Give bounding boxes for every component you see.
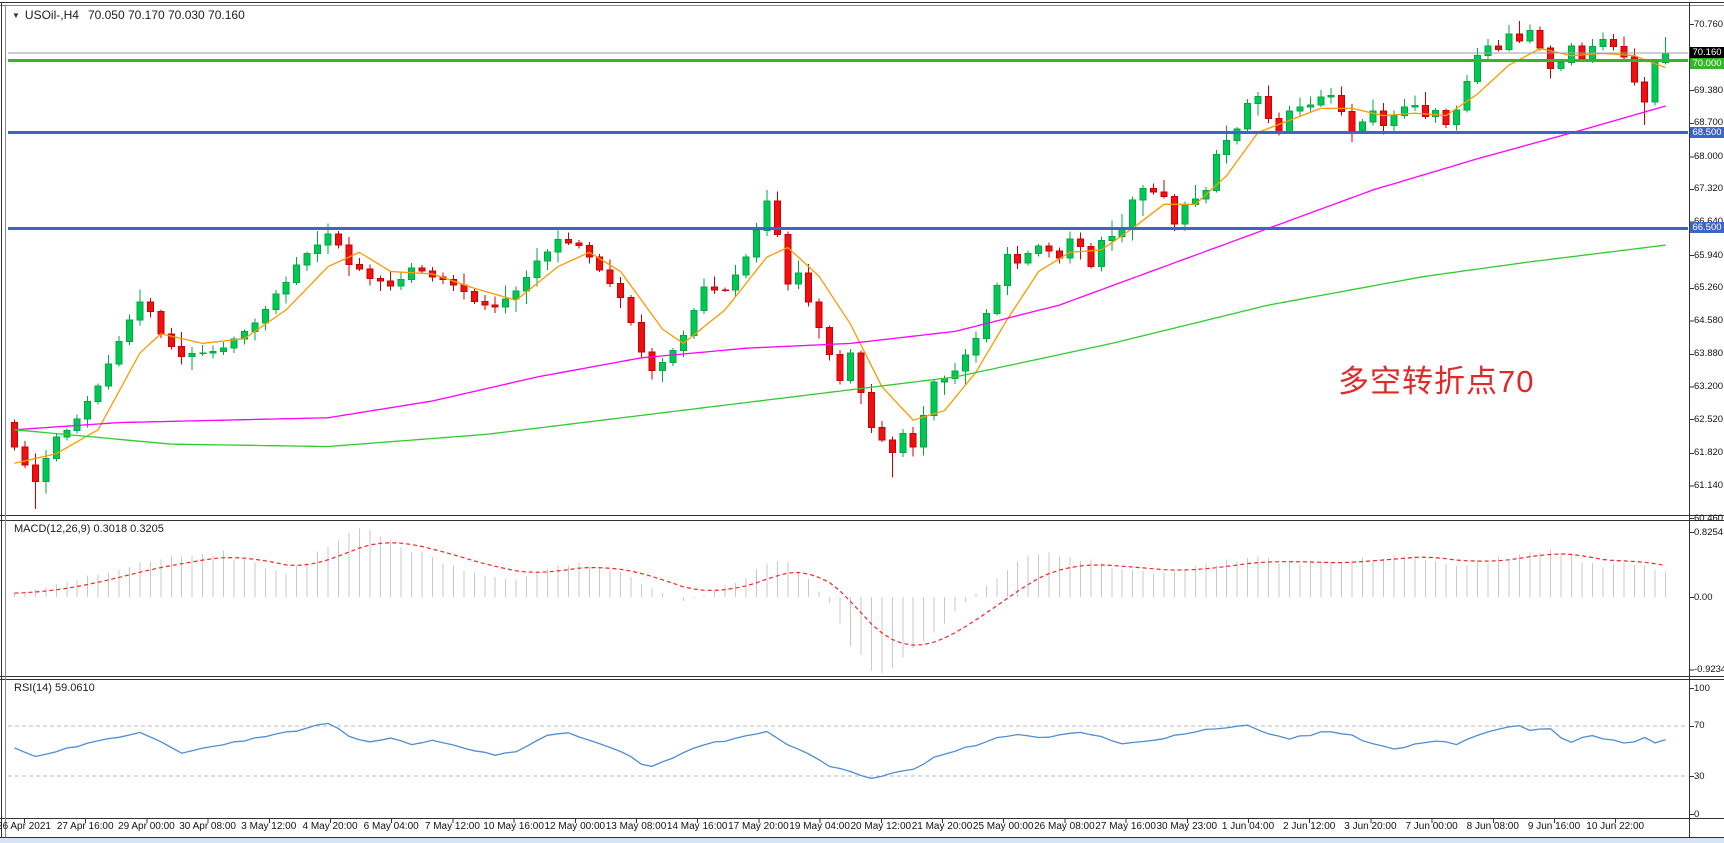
price-tick-label: 64.580 [1694, 314, 1724, 326]
time-axis-label: 30 Apr 08:00 [179, 821, 236, 832]
level-label-68-500: 68.500 [1690, 127, 1724, 138]
price-tick-label: 63.200 [1694, 381, 1724, 393]
bottom-strip [0, 838, 1724, 843]
time-axis-label: 9 Jun 16:00 [1527, 821, 1581, 832]
time-axis-label: 4 May 20:00 [302, 821, 358, 832]
time-axis-label: 29 Apr 00:00 [118, 821, 175, 832]
level-label-66-500: 66.500 [1690, 222, 1724, 233]
time-axis-label: 26 Apr 2021 [0, 821, 51, 832]
price-tick-label: 65.260 [1694, 282, 1724, 294]
time-axis-label: 26 May 08:00 [1034, 821, 1095, 832]
price-tick-label: 0.00 [1694, 591, 1713, 603]
price-tick-label: 69.380 [1694, 84, 1724, 96]
symbol-dropdown-icon[interactable]: ▼ [12, 11, 20, 20]
time-axis-label: 10 May 16:00 [483, 821, 544, 832]
price-tick-label: 65.940 [1694, 249, 1724, 261]
price-tick-label: 100 [1694, 682, 1710, 694]
time-axis-label: 27 May 16:00 [1095, 821, 1156, 832]
time-axis-label: 8 Jun 08:00 [1466, 821, 1519, 832]
time-axis-label: 19 May 04:00 [789, 821, 850, 832]
price-tick-label: 61.820 [1694, 447, 1724, 459]
time-axis-label: 6 May 04:00 [363, 821, 419, 832]
time-axis[interactable]: 26 Apr 2021 27 Apr 16:00 29 Apr 00:00 30 Ap… [0, 818, 1689, 838]
time-axis-label: 7 Jun 00:00 [1405, 821, 1458, 832]
time-axis-label: 2 Jun 12:00 [1283, 821, 1336, 832]
price-tick-label: 30 [1694, 770, 1705, 782]
ohlc-values: 70.050 70.170 70.030 70.160 [87, 8, 245, 22]
time-axis-label: 3 Jun 20:00 [1344, 821, 1397, 832]
time-axis-label: 12 May 00:00 [544, 821, 606, 832]
time-axis-label: 21 May 20:00 [911, 821, 973, 832]
time-axis-label: 20 May 12:00 [850, 821, 912, 832]
annotation-text: 多空转折点70 [1338, 364, 1535, 399]
time-axis-label: 1 Jun 04:00 [1221, 821, 1275, 832]
price-tick-label: 60.460 [1694, 512, 1724, 524]
level-label-70-000: 70.000 [1690, 58, 1724, 69]
time-axis-label: 17 May 20:00 [728, 821, 789, 832]
time-axis-label: 7 May 12:00 [424, 821, 480, 832]
current-price-label: 70.160 [1690, 47, 1724, 58]
rsi-indicator-label: RSI(14) 59.0610 [14, 682, 95, 694]
price-tick-label: 67.320 [1694, 183, 1724, 195]
price-tick-label: 70.760 [1694, 18, 1724, 30]
price-tick-label: 0.8254 [1694, 526, 1724, 538]
time-axis-label: 13 May 08:00 [605, 821, 667, 832]
time-axis-label: 14 May 16:00 [666, 821, 728, 832]
symbol-period-label: USOil-,H4 [24, 8, 79, 22]
price-tick-label: 70 [1694, 720, 1705, 732]
price-tick-label: 68.000 [1694, 150, 1724, 162]
time-axis-label: 3 May 12:00 [241, 821, 297, 832]
price-tick-label: 68.700 [1694, 117, 1724, 129]
price-tick-label: 0 [1694, 808, 1700, 820]
time-axis-label: 27 Apr 16:00 [56, 821, 114, 832]
price-tick-label: 66.640 [1694, 216, 1723, 227]
time-axis-label: 25 May 00:00 [972, 821, 1034, 832]
time-axis-label: 30 May 23:00 [1156, 821, 1218, 832]
macd-indicator-label: MACD(12,26,9) 0.3018 0.3205 [14, 523, 164, 535]
time-axis-label: 10 Jun 22:00 [1586, 821, 1645, 832]
price-tick-label: -0.9234 [1694, 664, 1724, 676]
price-tick-label: 63.880 [1694, 348, 1724, 360]
chart-title: ▼ USOil-,H4 70.050 70.170 70.030 70.160 [12, 8, 245, 22]
price-tick-label: 62.520 [1694, 413, 1724, 425]
price-tick-label: 61.140 [1694, 479, 1724, 491]
